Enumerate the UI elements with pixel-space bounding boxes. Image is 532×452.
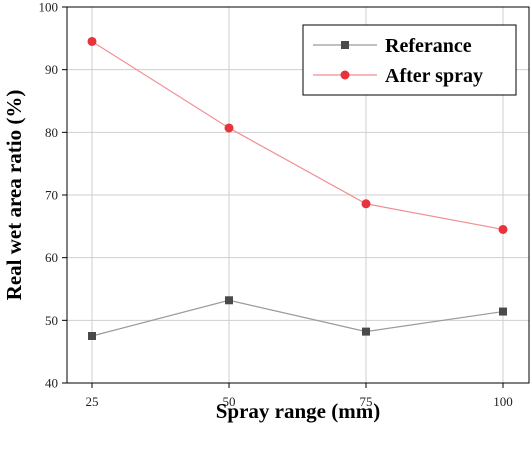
y-tick-label: 50 <box>45 313 58 328</box>
y-axis-title: Real wet area ratio (%) <box>2 90 26 301</box>
x-tick-label: 25 <box>86 394 99 409</box>
data-point-after-spray <box>87 36 97 46</box>
data-point-after-spray <box>224 123 234 133</box>
series-lines <box>91 40 504 337</box>
y-tick-label: 100 <box>39 0 59 15</box>
y-tick-label: 60 <box>45 250 58 265</box>
x-tick-label: 50 <box>223 394 236 409</box>
data-point-referance <box>88 332 96 340</box>
legend-marker-after-spray <box>340 70 350 80</box>
series-line-after-spray <box>91 40 504 231</box>
data-point-referance <box>499 307 507 316</box>
legend-label-after-spray: After spray <box>385 65 483 87</box>
y-tick-label: 90 <box>45 62 58 77</box>
x-tick-label: 100 <box>493 394 513 409</box>
legend-marker-referance <box>341 41 349 49</box>
data-point-referance <box>362 327 370 336</box>
legend: Referance After spray <box>302 24 517 96</box>
data-point-after-spray <box>498 224 508 234</box>
axis-ticks <box>62 6 504 388</box>
y-axis-tick-labels: 40 50 60 70 80 90 100 <box>39 0 59 391</box>
y-tick-label: 40 <box>45 376 58 391</box>
series-markers <box>87 36 508 340</box>
legend-box <box>302 24 517 96</box>
data-point-after-spray <box>361 199 371 209</box>
x-tick-label: 75 <box>360 394 373 409</box>
legend-label-referance: Referance <box>385 35 472 57</box>
x-axis-title: Spray range (mm) <box>216 399 380 423</box>
data-point-referance <box>225 296 233 305</box>
y-tick-label: 70 <box>45 188 58 203</box>
x-axis-tick-labels: 25 50 75 100 <box>86 394 513 409</box>
y-tick-label: 80 <box>45 125 58 140</box>
series-line-referance <box>91 299 504 337</box>
